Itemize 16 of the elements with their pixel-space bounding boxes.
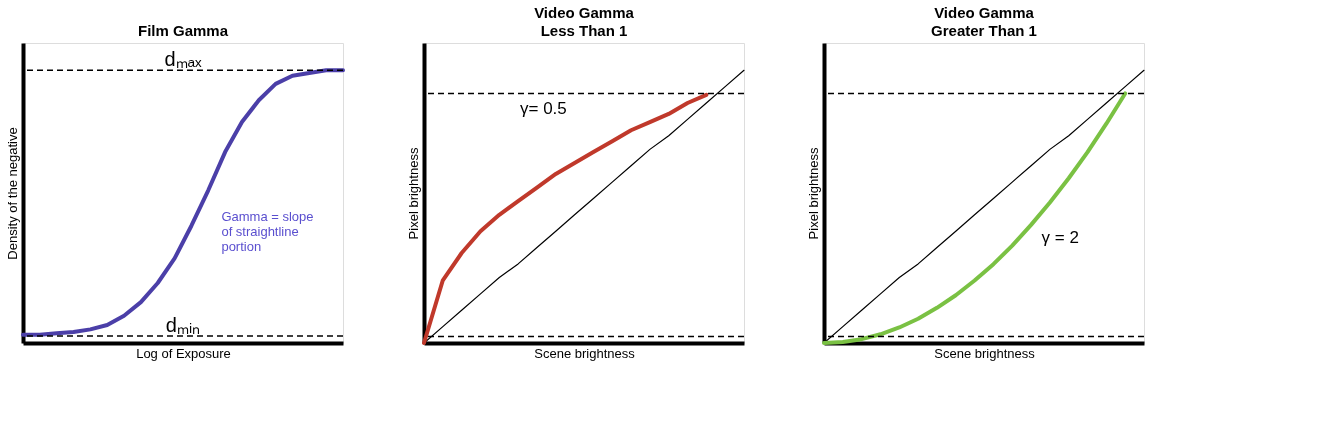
y-axis-title: Pixel brightness [405, 147, 421, 240]
annotation: Gamma = slope of straightline portion [221, 209, 314, 254]
x-axis-title: Scene brightness [934, 345, 1036, 361]
chart-subtitle: Greater Than 1 [931, 22, 1037, 39]
chart-subtitle: Less Than 1 [540, 22, 628, 39]
ref-line-label: dₘₐₓ [164, 48, 202, 71]
y-axis-title: Density of the negative [4, 127, 20, 260]
y-axis-title: Pixel brightness [805, 147, 821, 240]
annotation: γ= 0.5 [520, 99, 567, 118]
chart-title: Video Gamma [534, 4, 635, 21]
x-axis-title: Log of Exposure [136, 345, 231, 361]
chart-title: Film Gamma [137, 22, 229, 39]
annotation: γ = 2 [1041, 228, 1079, 247]
x-axis-title: Scene brightness [534, 345, 636, 361]
chart-title: Video Gamma [934, 4, 1035, 21]
ref-line-label: dₘᵢₙ [165, 313, 201, 336]
